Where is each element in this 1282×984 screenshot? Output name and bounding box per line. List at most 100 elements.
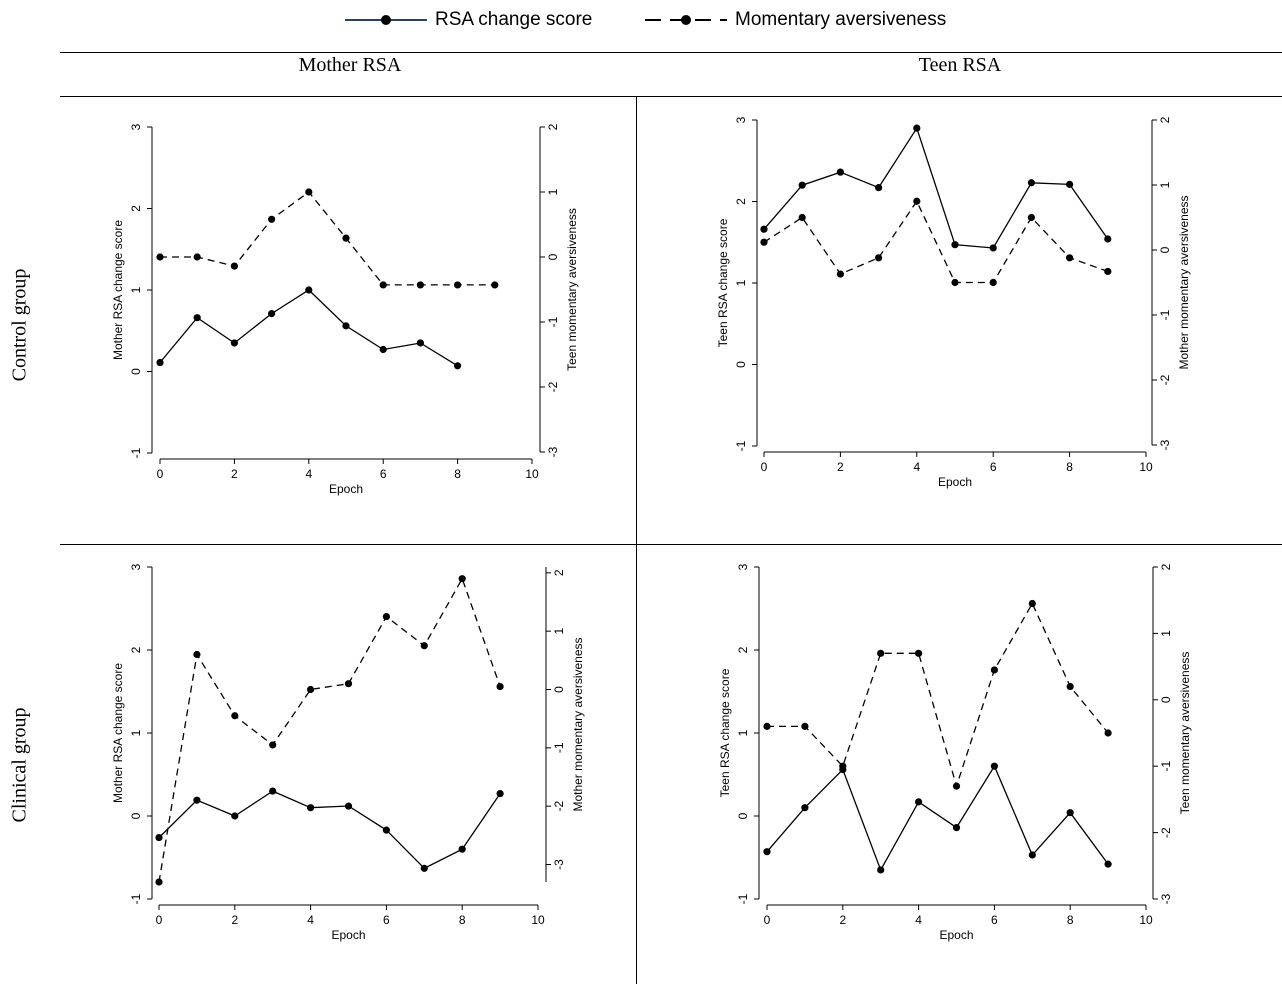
y2-tick-label: -2 (546, 381, 560, 392)
aversiveness-point (156, 253, 164, 261)
rsa-point (763, 848, 771, 856)
aversiveness-point (760, 238, 768, 246)
y2-tick-label: -3 (546, 446, 560, 457)
y2-tick-label: 2 (552, 569, 566, 576)
legend-item-rsa: RSA change score (343, 8, 592, 32)
rsa-point (379, 345, 387, 354)
aversiveness-point (1104, 267, 1112, 276)
y-tick-label: 2 (736, 646, 750, 653)
x-tick-label: 6 (380, 467, 387, 481)
series-line-aversiveness (158, 577, 501, 883)
rsa-point (155, 833, 163, 842)
rsa-point (836, 168, 845, 176)
y2-tick-label: 2 (1158, 116, 1172, 123)
y-tick-label: 0 (129, 368, 143, 375)
aversiveness-point (1104, 729, 1112, 737)
series-line-rsa (158, 790, 501, 870)
y2-tick-label: -3 (552, 859, 566, 870)
x-tick-label: 2 (231, 467, 238, 481)
rsa-point (877, 866, 885, 874)
y2-axis-label: Mother momentary aversiveness (571, 637, 585, 811)
y-tick-label: -1 (129, 893, 143, 904)
x-tick-label: 6 (383, 913, 390, 927)
aversiveness-point (875, 254, 883, 262)
panel-clinical-teen: -1 0 1 2 3 -3 -2 -1 0 1 2 0 2 4 6 8 10 Epoch Teen RSA chan… (718, 563, 1192, 942)
column-header-teen: Teen RSA (918, 54, 1002, 76)
y2-tick-label: 0 (546, 253, 560, 260)
y2-tick-label: 0 (1158, 246, 1172, 253)
aversiveness-point (155, 878, 163, 886)
rsa-point (420, 864, 428, 872)
series-line-rsa (763, 126, 1109, 249)
row-divider (60, 544, 1282, 545)
aversiveness-point (305, 188, 313, 196)
legend-swatch-solid-icon (345, 15, 427, 25)
rsa-point (231, 812, 239, 820)
y2-tick-label: -1 (546, 316, 560, 327)
header-rule (60, 96, 1282, 97)
aversiveness-point (839, 762, 847, 770)
x-tick-label: 4 (915, 913, 922, 927)
rsa-point (382, 826, 390, 834)
series-line-rsa (159, 289, 458, 367)
aversiveness-point (798, 213, 806, 222)
aversiveness-point (420, 642, 428, 650)
aversiveness-point (913, 197, 921, 205)
y-tick-label: 1 (736, 729, 750, 736)
x-tick-label: 4 (305, 467, 312, 481)
rsa-point (193, 314, 201, 322)
rsa-point (230, 339, 238, 347)
y2-tick-label: 2 (546, 123, 560, 130)
aversiveness-point (379, 281, 387, 289)
aversiveness-point (491, 281, 499, 289)
rsa-point (875, 184, 883, 192)
y-tick-label: -1 (736, 893, 750, 904)
y-tick-label: 1 (129, 286, 143, 293)
rsa-point (990, 762, 999, 770)
y2-tick-label: 0 (552, 686, 566, 693)
series-line-aversiveness (767, 602, 1109, 789)
y2-tick-label: 1 (546, 188, 560, 195)
aversiveness-point (230, 262, 238, 270)
aversiveness-point (193, 253, 201, 261)
y2-axis-label: Teen momentary aversiveness (1178, 652, 1192, 815)
rsa-point (342, 322, 350, 330)
x-tick-label: 0 (157, 467, 164, 481)
x-tick-label: 4 (913, 460, 920, 474)
panel-control-mother: -1 0 1 2 3 -3 -2 -1 0 1 2 0 2 4 6 8 10 Epoch Mother RSA ch… (111, 123, 579, 496)
legend-label-rsa: RSA change score (435, 9, 593, 30)
aversiveness-point (342, 234, 350, 242)
y2-tick-label: -1 (1159, 761, 1173, 772)
y2-tick-label: -2 (1158, 374, 1172, 385)
y2-tick-label: -2 (552, 801, 566, 812)
column-header-mother: Mother RSA (298, 54, 402, 76)
x-tick-label: 0 (764, 913, 771, 927)
rsa-point (1066, 180, 1074, 188)
aversiveness-point (268, 215, 276, 223)
rsa-point (1028, 851, 1036, 859)
y2-tick-label: 1 (1159, 630, 1173, 637)
x-tick-label: 6 (991, 913, 998, 927)
y2-tick-label: -3 (1159, 893, 1173, 904)
aversiveness-point (416, 281, 424, 289)
x-tick-label: 10 (1139, 460, 1153, 474)
aversiveness-point (989, 278, 997, 287)
x-tick-label: 0 (761, 460, 768, 474)
aversiveness-point (915, 649, 923, 657)
aversiveness-point (382, 612, 390, 621)
x-tick-label: 10 (531, 913, 545, 927)
legend-item-aversiveness: Momentary aversiveness (643, 8, 946, 32)
rsa-point (269, 787, 277, 795)
y-tick-label: 1 (734, 279, 748, 286)
aversiveness-point (231, 712, 239, 720)
y-axis-label: Teen RSA change score (716, 218, 730, 347)
top-rule (60, 52, 1282, 53)
rsa-point (760, 225, 768, 233)
aversiveness-point (836, 270, 845, 278)
x-tick-label: 8 (454, 467, 461, 481)
y-tick-label: 1 (129, 729, 143, 736)
panel-clinical-mother: -1 0 1 2 3 -3 -2 -1 0 1 2 0 2 4 6 8 10 Epoch Mother RSA ch… (111, 563, 585, 942)
aversiveness-point (801, 722, 809, 730)
legend-label-aversiveness: Momentary aversiveness (735, 9, 947, 30)
